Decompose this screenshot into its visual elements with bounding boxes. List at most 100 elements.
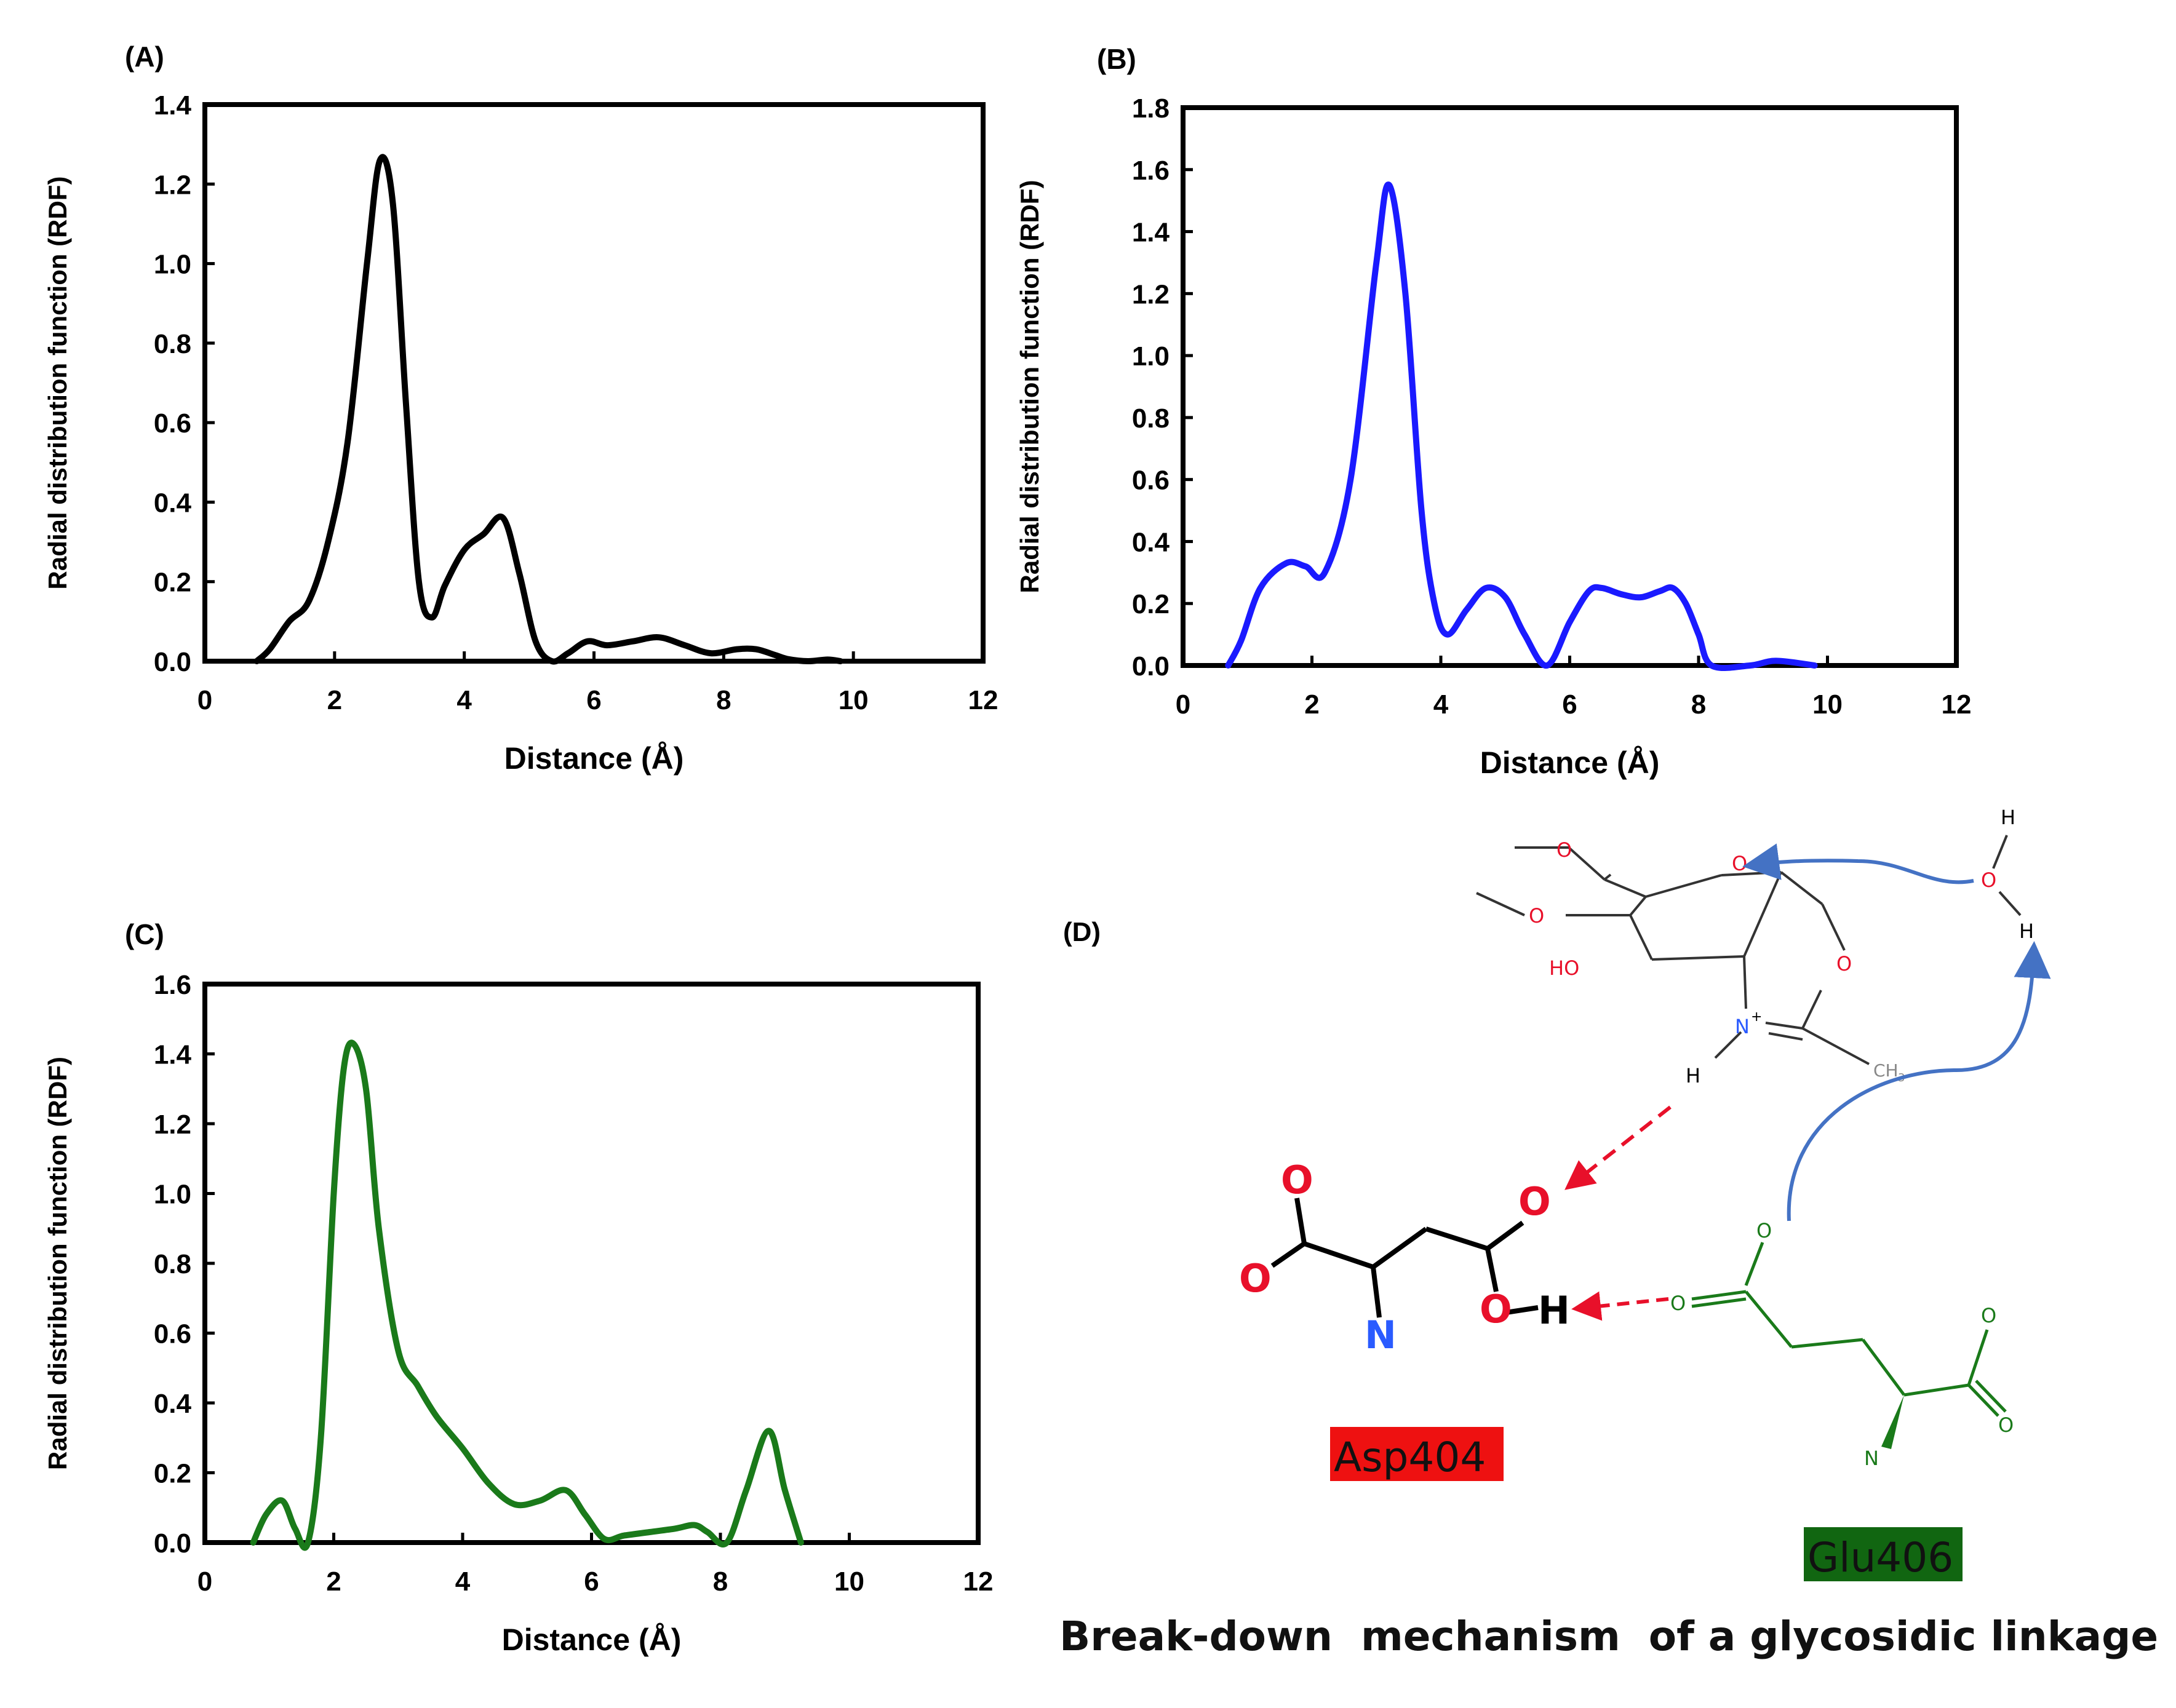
y-tick-label: 1.6 (1132, 156, 1170, 186)
glu-o-right-top: O (1981, 1304, 1996, 1327)
x-tick-label: 6 (1562, 689, 1577, 720)
x-tick-label: 6 (586, 685, 601, 715)
sugar-o-top: O (1556, 838, 1572, 862)
y-tick-label: 0.4 (154, 1389, 192, 1419)
series-line (250, 1039, 804, 1551)
y-tick-label: 1.0 (154, 1180, 191, 1210)
y-tick-label: 1.4 (1132, 218, 1170, 248)
x-tick-label: 12 (968, 685, 998, 715)
x-tick-label: 10 (839, 685, 869, 715)
x-tick-label: 6 (584, 1567, 599, 1597)
glu-o-right-bottom: O (1998, 1413, 2014, 1437)
y-tick-label: 0.2 (154, 1459, 191, 1489)
x-tick-label: 10 (1812, 689, 1843, 720)
panel-label: (C) (125, 918, 164, 950)
y-tick-label: 0.4 (1132, 527, 1170, 557)
glu-label: Glu406 (1807, 1534, 1953, 1581)
asp-bonds (1270, 1198, 1539, 1318)
glu-wedge-bond (1881, 1395, 1904, 1449)
mechanism-caption: Break-down mechanism of a glycosidic lin… (1059, 1613, 2158, 1660)
glu-label-bg (1804, 1527, 1963, 1581)
y-tick-label: 0.8 (1132, 403, 1170, 434)
glu-bonds (1691, 1242, 2007, 1417)
panel-label: (B) (1097, 43, 1136, 75)
y-tick-label: 1.0 (1132, 341, 1170, 371)
sugar-n-plus: N (1735, 1015, 1750, 1038)
x-tick-label: 8 (713, 1567, 728, 1597)
y-tick-label: 1.4 (154, 1040, 192, 1070)
asp-o-left: O (1239, 1256, 1272, 1301)
sugar-h-n: H (1686, 1064, 1700, 1087)
x-tick-label: 0 (1176, 689, 1190, 720)
y-tick-label: 0.4 (154, 488, 192, 518)
x-tick-label: 12 (1942, 689, 1972, 720)
sugar-o-left: O (1529, 904, 1544, 927)
series-line (1225, 181, 1818, 672)
x-axis-label: Distance (Å) (504, 741, 684, 776)
plot-frame (1181, 105, 1959, 668)
panel-c-chart: (C) 0.0 0.2 0.4 0.6 0.8 1.0 1.2 1.4 1.6 0 2 4 6 8 10 12 D… (43, 918, 993, 1657)
y-tick-label: 0.0 (154, 647, 191, 677)
x-tick-label: 8 (716, 685, 731, 715)
glu-o-top: O (1756, 1219, 1772, 1242)
panel-b-chart: (B) 0.0 0.2 0.4 0.6 0.8 1.0 1.2 1.4 1.6 1.8 0 2 4 6 8 10… (1015, 43, 1971, 780)
glu-n: N (1864, 1447, 1879, 1470)
x-axis-label: Distance (Å) (502, 1623, 682, 1657)
panel-d-label: (D) (1063, 917, 1101, 947)
panel-label: (A) (125, 41, 164, 73)
y-tick-label: 0.8 (154, 329, 191, 359)
x-tick-label: 4 (455, 1567, 471, 1597)
red-dashed-arrow-nh-to-asp (1564, 1105, 1672, 1190)
sugar-n-charge: + (1751, 1009, 1762, 1025)
x-tick-label: 4 (1433, 689, 1449, 720)
panel-d-mechanism: (D) O O HO O O N (1059, 806, 2158, 1660)
asp-o-top-right: O (1518, 1179, 1551, 1224)
sugar-ring-o: O (1732, 852, 1747, 875)
water-h-bottom: H (2019, 920, 2034, 943)
asp-label-bg (1330, 1427, 1504, 1481)
x-tick-label: 0 (197, 1567, 212, 1597)
sugar-ring-bonds (1476, 846, 1870, 1065)
sugar-oxazoline-o: O (1836, 952, 1852, 975)
y-tick-label: 0.6 (154, 408, 191, 439)
sugar-ch3: CH (1873, 1060, 1899, 1081)
blue-arrow-glu-to-water (1787, 941, 2051, 1221)
x-tick-label: 2 (326, 1567, 341, 1597)
y-tick-label: 1.6 (154, 970, 191, 1000)
red-dashed-arrow-glu-to-asp-h (1571, 1291, 1669, 1321)
y-axis-label: Radial distribution function (RDF) (43, 177, 72, 590)
y-tick-label: 1.2 (1132, 279, 1170, 309)
x-tick-label: 2 (1304, 689, 1319, 720)
y-tick-label: 1.8 (1132, 93, 1170, 124)
series-line (253, 154, 844, 665)
sugar-ho: HO (1549, 956, 1579, 980)
panel-a-chart: (A) 0.0 0.2 0.4 0.6 0.8 1.0 1.2 1.4 0 2 4 6 8 10 12 Dist… (43, 41, 998, 776)
y-axis-label: Radial distribution function (RDF) (43, 1057, 72, 1470)
y-tick-label: 0.6 (1132, 466, 1170, 496)
water-h-top: H (2001, 806, 2015, 829)
y-tick-label: 1.4 (154, 90, 192, 121)
x-tick-label: 8 (1691, 689, 1706, 720)
asp-o-top-left: O (1281, 1158, 1313, 1202)
y-axis-label: Radial distribution function (RDF) (1015, 180, 1044, 594)
x-tick-label: 4 (456, 685, 472, 715)
y-tick-label: 0.0 (1132, 651, 1170, 681)
x-tick-label: 10 (834, 1567, 864, 1597)
y-tick-label: 0.8 (154, 1249, 191, 1279)
y-tick-label: 1.2 (154, 170, 191, 200)
x-tick-label: 2 (327, 685, 342, 715)
asp-n: N (1365, 1313, 1397, 1357)
plot-frame (202, 102, 986, 664)
y-tick-label: 0.6 (154, 1319, 191, 1349)
asp-label: Asp404 (1334, 1434, 1486, 1481)
water-bonds (1992, 835, 2022, 916)
water-o: O (1981, 868, 1996, 892)
y-tick-label: 0.0 (154, 1528, 191, 1559)
asp-o-right: O (1480, 1287, 1512, 1332)
blue-arrow-water-to-ring (1742, 843, 1974, 884)
x-tick-label: 12 (963, 1567, 994, 1597)
glu-o-left: O (1670, 1292, 1686, 1315)
y-tick-label: 0.2 (1132, 589, 1170, 619)
y-tick-label: 0.2 (154, 568, 191, 598)
y-tick-label: 1.2 (154, 1110, 191, 1140)
